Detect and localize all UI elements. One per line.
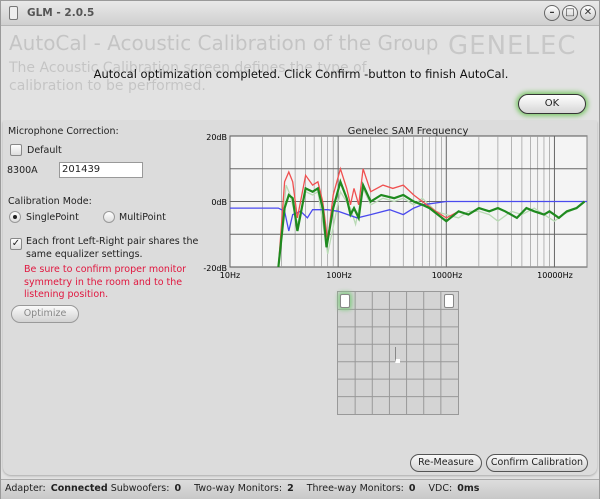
close-button[interactable]: ✕	[580, 5, 596, 21]
frequency-chart: Genelec SAM Frequency 20dB 0dB -20dB 10H…	[203, 126, 588, 280]
adapter-label: Adapter:	[5, 483, 46, 494]
symmetry-warning: Be sure to confirm proper monitor symmet…	[24, 264, 187, 300]
singlepoint-label: SinglePoint	[26, 212, 79, 223]
shared-eq-label: Each front Left-Right pair shares the sa…	[26, 236, 199, 260]
minimize-button[interactable]: –	[544, 5, 560, 21]
page-header: AutoCal - Acoustic Calibration of the Gr…	[1, 27, 599, 121]
three-way-value: 0	[408, 483, 416, 494]
x-tick-label: 100Hz	[326, 271, 351, 280]
page-subtitle: The Acoustic Calibration screen defines …	[9, 60, 367, 94]
vdc-label: VDC:	[428, 483, 453, 494]
re-measure-button[interactable]: Re-Measure	[410, 454, 482, 472]
ok-button[interactable]: OK	[518, 94, 586, 114]
shared-eq-checkbox[interactable]: ✓	[10, 238, 22, 250]
x-tick-label: 10Hz	[220, 271, 240, 280]
singlepoint-radio[interactable]	[9, 211, 21, 223]
mic-model-label: 8300A	[7, 165, 38, 176]
three-way-label: Three-way Monitors:	[306, 483, 404, 494]
multipoint-radio[interactable]	[103, 211, 115, 223]
y-tick-label: 20dB	[206, 133, 227, 142]
y-tick-label: -20dB	[203, 264, 227, 273]
default-checkbox[interactable]	[10, 144, 22, 156]
maximize-button[interactable]: □	[562, 5, 578, 21]
multipoint-label: MultiPoint	[119, 212, 166, 223]
vdc-value: 0ms	[457, 483, 480, 494]
mic-serial-input[interactable]: 201439	[59, 162, 143, 178]
status-bar: Adapter: Connected Subwoofers: 0 Two-way…	[1, 479, 599, 499]
series-line-3	[277, 178, 586, 268]
title-bar: GLM - 2.0.5 – □ ✕	[1, 1, 599, 26]
x-tick-label: 10000Hz	[537, 271, 573, 280]
right-monitor-icon[interactable]	[444, 294, 454, 308]
adapter-value: Connected	[50, 483, 108, 494]
microphone-icon[interactable]	[395, 347, 400, 363]
page-title: AutoCal - Acoustic Calibration of the Gr…	[9, 31, 439, 55]
confirm-calibration-button[interactable]: Confirm Calibration	[486, 454, 588, 472]
subwoofers-value: 0	[174, 483, 182, 494]
left-monitor-icon[interactable]	[340, 294, 350, 308]
default-label: Default	[27, 145, 62, 156]
optimize-button[interactable]: Optimize	[11, 305, 79, 323]
genelec-logo: GENELEC	[448, 31, 577, 61]
room-layout-grid[interactable]	[337, 291, 459, 415]
speaker-app-icon	[9, 6, 18, 20]
mic-correction-label: Microphone Correction:	[8, 126, 119, 137]
subwoofers-label: Subwoofers:	[110, 483, 170, 494]
dialog-message: Autocal optimization completed. Click Co…	[93, 67, 509, 81]
chart-title: Genelec SAM Frequency	[348, 126, 469, 137]
y-tick-label: 0dB	[211, 198, 227, 207]
window-title: GLM - 2.0.5	[27, 7, 95, 19]
two-way-label: Two-way Monitors:	[194, 483, 283, 494]
calibration-mode-label: Calibration Mode:	[8, 196, 92, 207]
x-tick-label: 1000Hz	[432, 271, 463, 280]
two-way-value: 2	[287, 483, 294, 494]
